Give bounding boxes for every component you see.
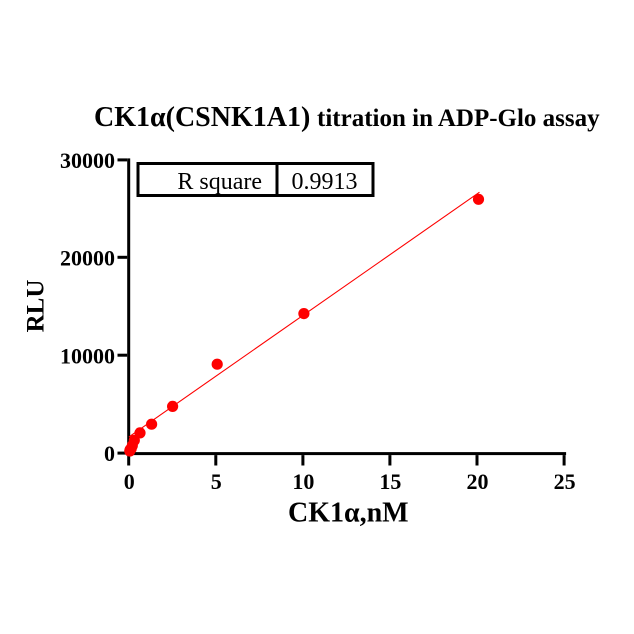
svg-text:20: 20 [467, 469, 489, 494]
svg-text:CK1α,nM: CK1α,nM [288, 498, 409, 529]
svg-text:30000: 30000 [60, 148, 115, 173]
svg-text:0: 0 [124, 469, 135, 494]
svg-text:0: 0 [104, 441, 115, 466]
svg-text:R square: R square [177, 169, 262, 195]
svg-text:RLU: RLU [23, 280, 50, 333]
svg-text:20000: 20000 [60, 245, 115, 270]
svg-text:CK1α(CSNK1A1): CK1α(CSNK1A1) [94, 102, 310, 133]
svg-text:15: 15 [379, 469, 401, 494]
svg-text:titration in ADP-Glo assay: titration in ADP-Glo assay [317, 105, 600, 132]
svg-text:10000: 10000 [60, 343, 115, 368]
svg-text:5: 5 [211, 469, 222, 494]
svg-text:10: 10 [292, 469, 314, 494]
svg-text:25: 25 [554, 469, 576, 494]
svg-text:0.9913: 0.9913 [292, 169, 358, 195]
